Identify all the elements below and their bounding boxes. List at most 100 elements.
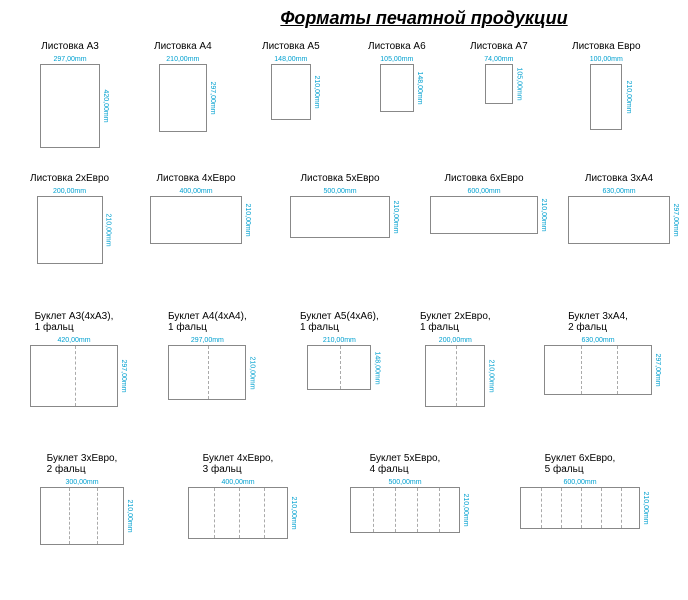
format-item: Буклет А5(4хА6), 1 фальц 210,00mm 148,00mm bbox=[300, 311, 379, 390]
format-rect bbox=[544, 345, 652, 395]
format-label: Буклет 6хЕвро, 5 фальц bbox=[545, 453, 616, 475]
width-label: 500,00mm bbox=[388, 479, 421, 486]
height-label: 297,00mm bbox=[654, 353, 661, 386]
format-item: Буклет А4(4хА4), 1 фальц297,00mm210,00mm bbox=[168, 311, 247, 400]
fold-line bbox=[439, 488, 440, 532]
format-rect bbox=[290, 196, 390, 238]
fold-line bbox=[214, 488, 215, 538]
height-label: 420,00mm bbox=[102, 89, 109, 122]
format-label: Листовка 3хА4 bbox=[585, 173, 653, 184]
format-rect bbox=[30, 345, 118, 407]
format-item: Буклет 3хА4, 2 фальц630,00mm297,00mm bbox=[544, 311, 652, 395]
fold-line bbox=[208, 346, 209, 399]
fold-line bbox=[621, 488, 622, 528]
height-label: 148,00mm bbox=[373, 351, 380, 384]
height-label: 210,00mm bbox=[487, 359, 494, 392]
fold-line bbox=[601, 488, 602, 528]
width-label: 600,00mm bbox=[563, 479, 596, 486]
shape-wrap: 400,00mm210,00mm bbox=[188, 479, 288, 539]
width-label: 630,00mm bbox=[602, 188, 635, 195]
format-label: Буклет 2хЕвро, 1 фальц bbox=[420, 311, 491, 333]
shape-wrap: 300,00mm210,00mm bbox=[40, 479, 124, 545]
format-rect bbox=[520, 487, 640, 529]
format-label: Листовка A3 bbox=[41, 41, 99, 52]
shape-wrap: 500,00mm210,00mm bbox=[350, 479, 460, 533]
fold-line bbox=[373, 488, 374, 532]
height-label: 210,00mm bbox=[248, 356, 255, 389]
format-item: Листовка 3хА4 630,00mm297,00mm bbox=[568, 173, 670, 244]
format-rect bbox=[188, 487, 288, 539]
shape-wrap: 600,00mm210,00mm bbox=[520, 479, 640, 529]
format-item: Листовка 5хЕвро500,00mm210,00mm bbox=[290, 173, 390, 238]
height-label: 210,00mm bbox=[105, 213, 112, 246]
shape-wrap: 74,00mm105,00mm bbox=[484, 56, 513, 104]
format-item: Листовка A6105,00mm148,00mm bbox=[368, 41, 426, 112]
format-label: Буклет А5(4хА6), 1 фальц bbox=[300, 311, 379, 333]
width-label: 630,00mm bbox=[581, 337, 614, 344]
format-item: Листовка 6хЕвро600,00mm210,00mm bbox=[430, 173, 538, 234]
format-item: Листовка A5148,00mm210,00mm bbox=[262, 41, 320, 120]
width-label: 210,00mm bbox=[166, 56, 199, 63]
formats-grid: Листовка A3297,00mm420,00mmЛистовка A421… bbox=[0, 33, 688, 593]
format-label: Буклет 3хЕвро, 2 фальц bbox=[47, 453, 118, 475]
page-title: Форматы печатной продукции bbox=[160, 0, 688, 33]
height-label: 210,00mm bbox=[244, 203, 251, 236]
format-rect bbox=[40, 487, 124, 545]
fold-line bbox=[417, 488, 418, 532]
format-label: Листовка A5 bbox=[262, 41, 320, 52]
fold-line bbox=[617, 346, 618, 394]
width-label: 200,00mm bbox=[53, 188, 86, 195]
width-label: 210,00mm bbox=[323, 337, 356, 344]
format-rect bbox=[430, 196, 538, 234]
format-item: Листовка 2хЕвро200,00mm210,00mm bbox=[30, 173, 109, 264]
format-label: Буклет А3(4хА3), 1 фальц bbox=[35, 311, 114, 333]
fold-line bbox=[239, 488, 240, 538]
height-label: 210,00mm bbox=[313, 75, 320, 108]
format-rect bbox=[590, 64, 622, 130]
height-label: 148,00mm bbox=[416, 71, 423, 104]
format-label: Листовка A6 bbox=[368, 41, 426, 52]
width-label: 100,00mm bbox=[590, 56, 623, 63]
format-label: Листовка 4хЕвро bbox=[156, 173, 235, 184]
fold-line bbox=[456, 346, 457, 406]
width-label: 400,00mm bbox=[179, 188, 212, 195]
shape-wrap: 630,00mm297,00mm bbox=[544, 337, 652, 395]
shape-wrap: 297,00mm420,00mm bbox=[40, 56, 100, 148]
fold-line bbox=[69, 488, 70, 544]
height-label: 210,00mm bbox=[642, 491, 649, 524]
height-label: 297,00mm bbox=[672, 203, 679, 236]
fold-line bbox=[340, 346, 341, 389]
format-item: Буклет А3(4хА3), 1 фальц420,00mm297,00mm bbox=[30, 311, 118, 407]
width-label: 148,00mm bbox=[274, 56, 307, 63]
shape-wrap: 500,00mm210,00mm bbox=[290, 188, 390, 238]
shape-wrap: 600,00mm210,00mm bbox=[430, 188, 538, 234]
width-label: 400,00mm bbox=[221, 479, 254, 486]
width-label: 200,00mm bbox=[439, 337, 472, 344]
width-label: 74,00mm bbox=[484, 56, 513, 63]
fold-line bbox=[264, 488, 265, 538]
format-rect bbox=[350, 487, 460, 533]
height-label: 297,00mm bbox=[120, 359, 127, 392]
height-label: 105,00mm bbox=[515, 67, 522, 100]
format-rect bbox=[568, 196, 670, 244]
fold-line bbox=[97, 488, 98, 544]
fold-line bbox=[561, 488, 562, 528]
format-item: Листовка A4210,00mm297,00mm bbox=[154, 41, 212, 132]
format-item: Буклет 2хЕвро, 1 фальц 200,00mm 210,00mm bbox=[420, 311, 491, 407]
format-item: Листовка A3 297,00mm420,00mm bbox=[40, 41, 100, 148]
format-label: Буклет А4(4хА4), 1 фальц bbox=[168, 311, 247, 333]
width-label: 300,00mm bbox=[65, 479, 98, 486]
shape-wrap: 630,00mm297,00mm bbox=[568, 188, 670, 244]
width-label: 297,00mm bbox=[53, 56, 86, 63]
shape-wrap: 100,00mm210,00mm bbox=[590, 56, 623, 130]
shape-wrap: 148,00mm210,00mm bbox=[271, 56, 311, 120]
format-rect bbox=[40, 64, 100, 148]
format-label: Листовка 2хЕвро bbox=[30, 173, 109, 184]
shape-wrap: 200,00mm210,00mm bbox=[37, 188, 103, 264]
format-item: Буклет 4хЕвро, 3 фальц400,00mm210,00mm bbox=[188, 453, 288, 539]
format-label: Листовка A7 bbox=[470, 41, 528, 52]
format-rect bbox=[150, 196, 242, 244]
height-label: 210,00mm bbox=[462, 493, 469, 526]
height-label: 210,00mm bbox=[625, 80, 632, 113]
width-label: 297,00mm bbox=[191, 337, 224, 344]
